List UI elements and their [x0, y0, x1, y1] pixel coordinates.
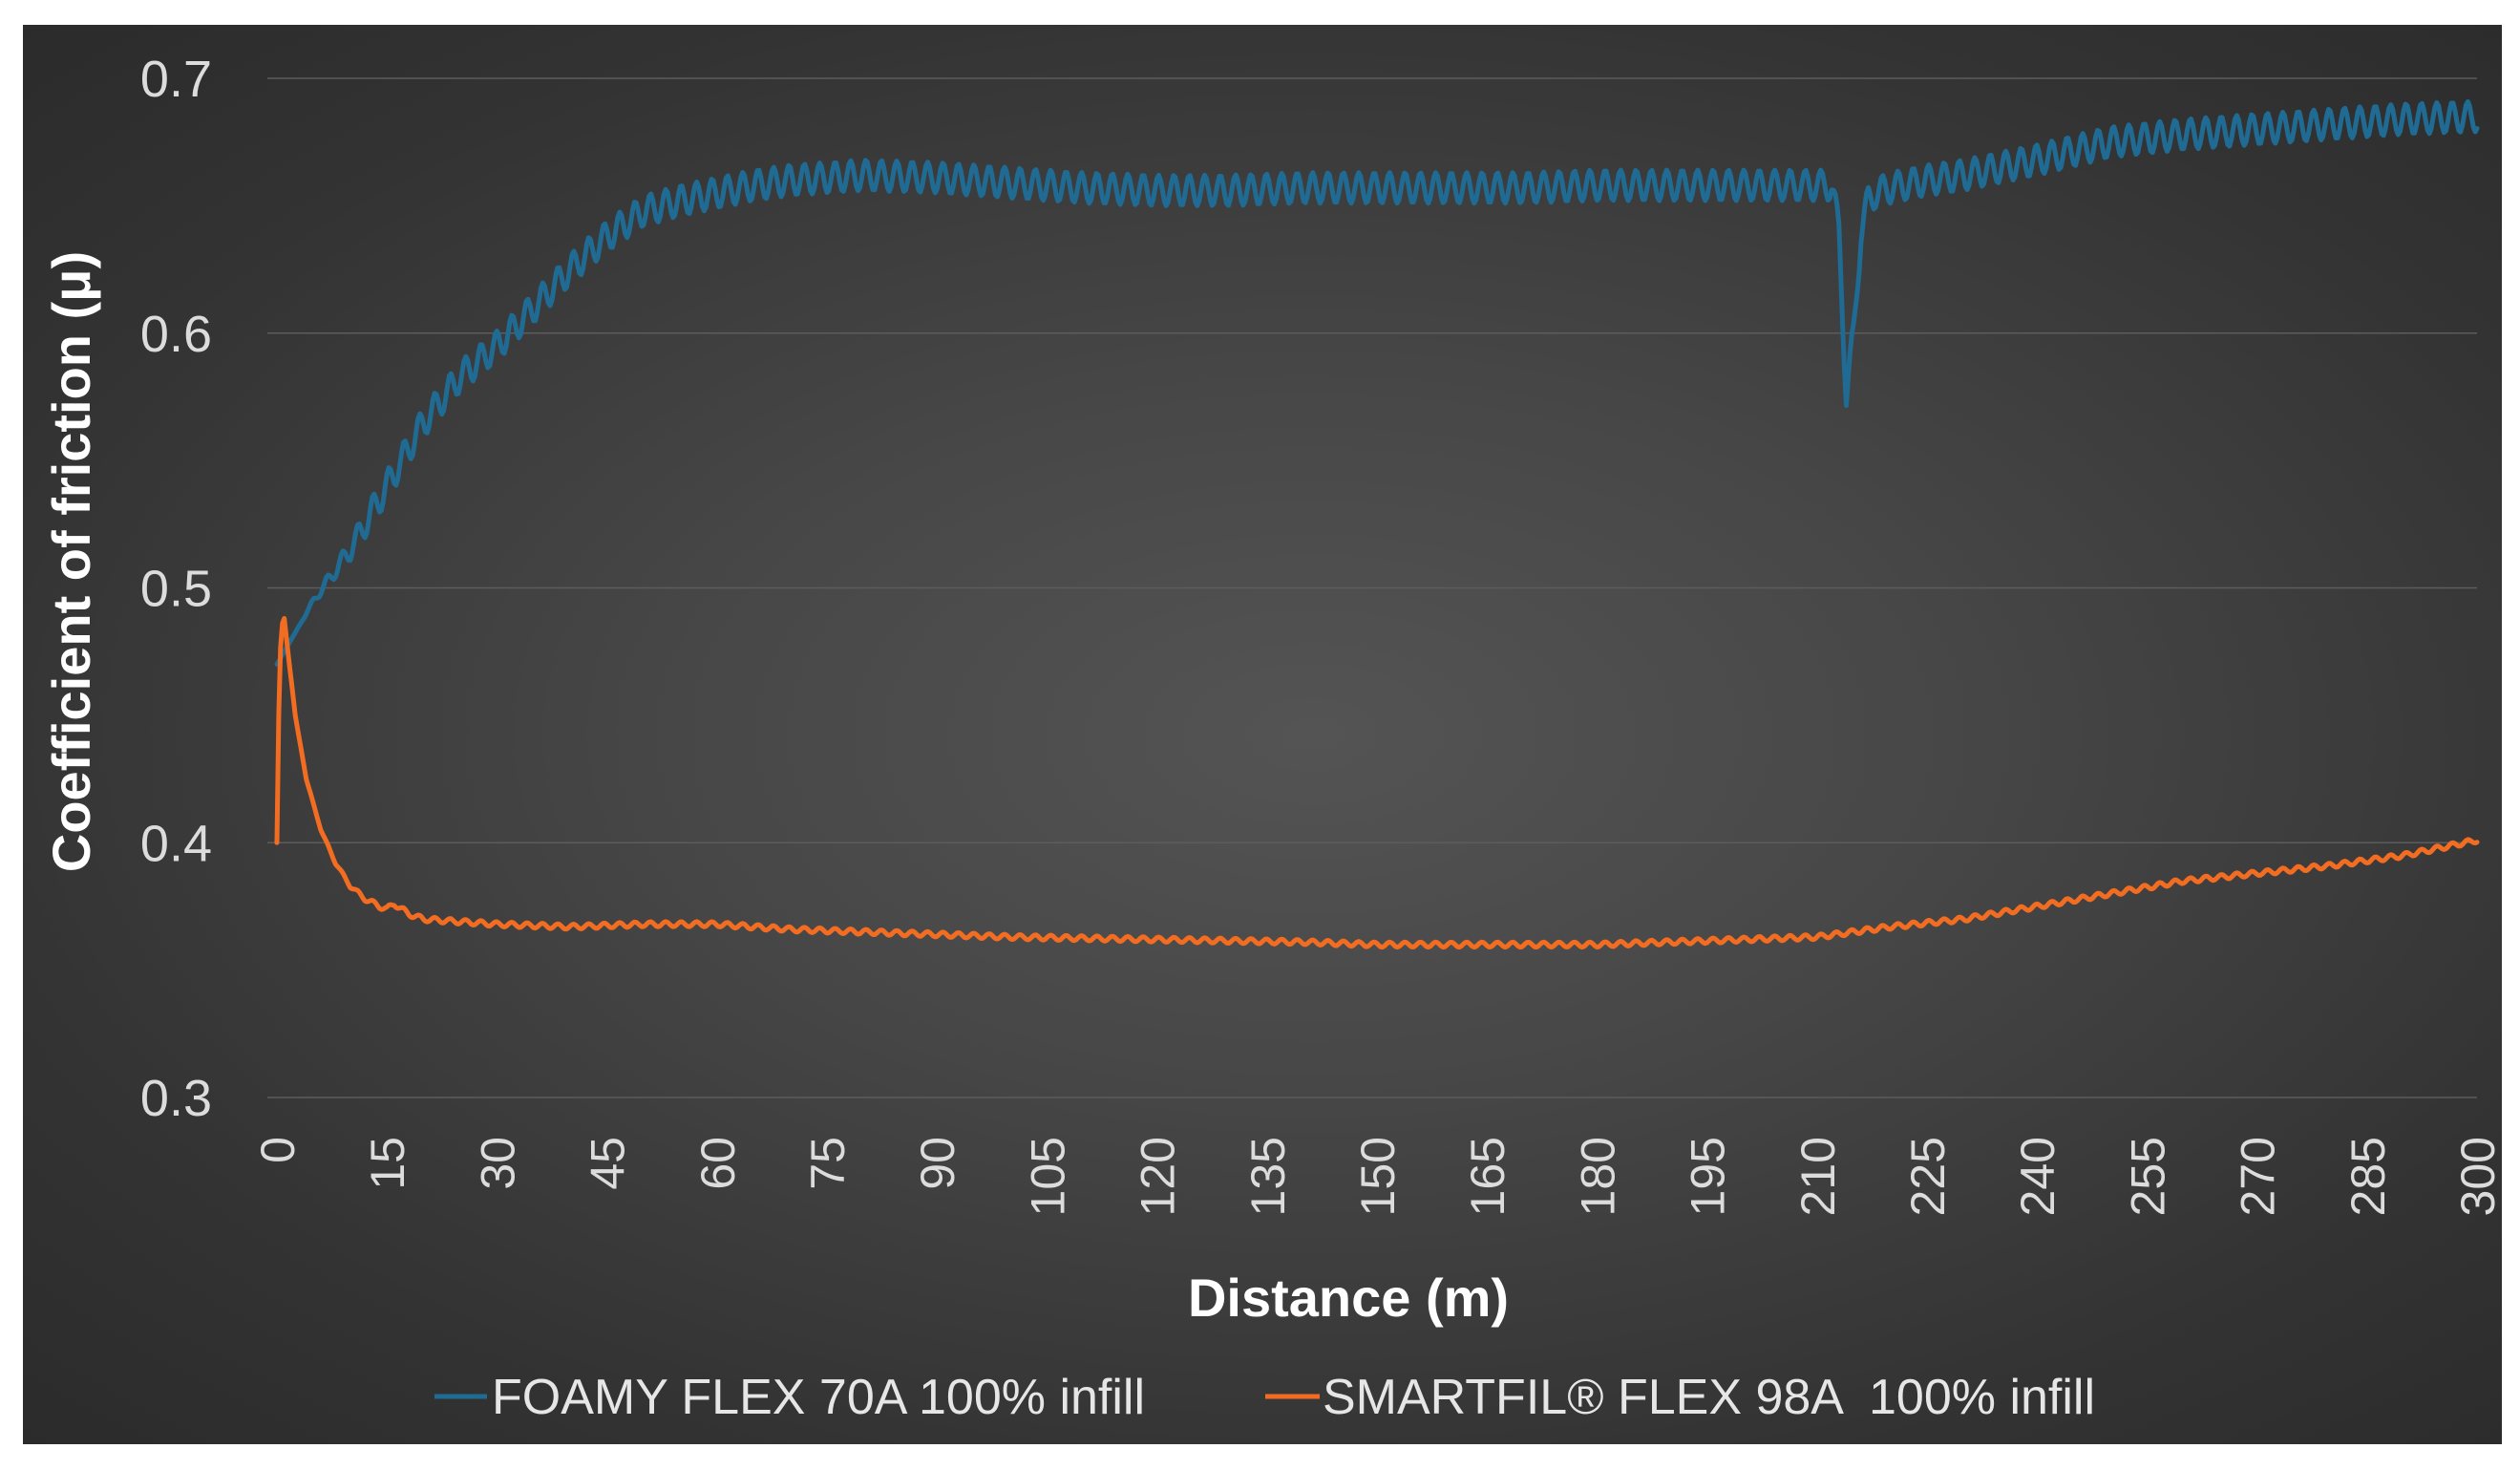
chart-background [23, 25, 2502, 1444]
legend-label-foamy-flex: FOAMY FLEX 70A 100% infill [492, 1370, 1145, 1425]
x-tick-label: 120 [1132, 1137, 1185, 1216]
x-tick-label: 75 [801, 1137, 855, 1190]
x-tick-label: 15 [361, 1137, 414, 1190]
x-tick-label: 0 [251, 1137, 305, 1163]
x-tick-label: 165 [1461, 1137, 1514, 1216]
y-tick-label: 0.6 [140, 306, 212, 363]
x-tick-label: 105 [1021, 1137, 1074, 1216]
x-tick-label: 270 [2232, 1137, 2285, 1216]
legend-label-smartfil-flex: SMARTFIL® FLEX 98A 100% infill [1323, 1370, 2095, 1425]
series-line-1 [274, 616, 2480, 950]
legend: FOAMY FLEX 70A 100% infill SMARTFIL® FLE… [434, 1370, 2095, 1425]
x-tick-label: 285 [2341, 1137, 2395, 1216]
x-tick-label: 195 [1682, 1137, 1735, 1216]
x-tick-label: 180 [1571, 1137, 1624, 1216]
x-tick-label: 45 [582, 1137, 635, 1190]
x-tick-label: 90 [911, 1137, 964, 1190]
x-tick-label: 225 [1901, 1137, 1955, 1216]
x-tick-label: 255 [2121, 1137, 2174, 1216]
x-tick-label: 30 [471, 1137, 524, 1190]
series-lines [274, 98, 2480, 950]
series-line-0 [274, 98, 2480, 667]
y-axis-title: Coefficient of friction (μ) [41, 251, 101, 872]
gridlines [267, 77, 2477, 1098]
x-axis-ticks: 0 15 30 45 60 75 90 105 120 135 150 165 180 195 210 225… [251, 1137, 2505, 1216]
x-axis-title: Distance (m) [1188, 1268, 1509, 1328]
x-tick-label: 300 [2451, 1137, 2505, 1216]
y-tick-label: 0.4 [140, 815, 212, 872]
y-tick-label: 0.5 [140, 561, 212, 618]
x-tick-label: 150 [1351, 1137, 1405, 1216]
x-tick-label: 135 [1241, 1137, 1295, 1216]
x-tick-label: 210 [1791, 1137, 1845, 1216]
x-tick-label: 240 [2011, 1137, 2065, 1216]
x-tick-label: 60 [691, 1137, 745, 1190]
y-axis-ticks: 0.3 0.4 0.5 0.6 0.7 [140, 51, 212, 1127]
y-tick-label: 0.3 [140, 1070, 212, 1127]
y-tick-label: 0.7 [140, 51, 212, 108]
